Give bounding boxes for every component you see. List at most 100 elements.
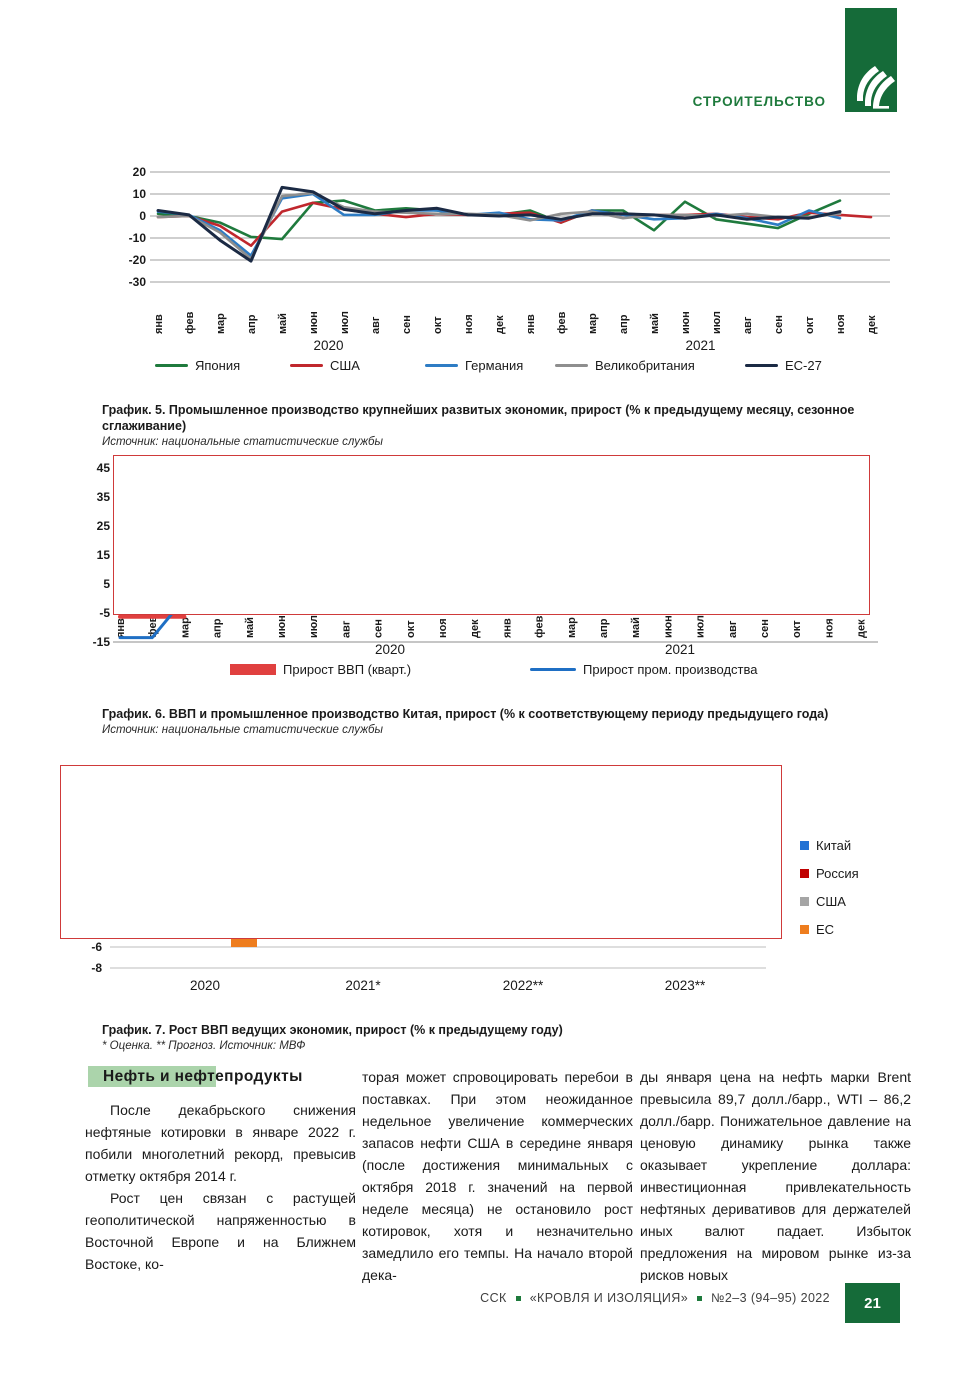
fig5-line-chart: 20 10 0 -10 -20 -30 янв фев мар апр май июн июл авг се… [100, 152, 910, 384]
page-number: 21 [864, 1294, 881, 1312]
series-line [156, 185, 842, 263]
fig6-legend: Прирост ВВП (кварт.) Прирост пром. произв… [100, 662, 910, 682]
paragraph: ды января цена на нефть марки Brent прев… [640, 1069, 911, 1283]
legend-label: Великобритания [595, 358, 695, 373]
category-label: 2022** [503, 978, 544, 993]
section-label: СТРОИТЕЛЬСТВО [692, 94, 826, 109]
fig6-redacted-placeholder [113, 455, 870, 615]
article-heading: Нефть и нефтепродукты [103, 1068, 303, 1085]
x-tick-label: фев [556, 311, 568, 334]
y-tick-label: 35 [97, 490, 111, 504]
y-tick-label: -6 [91, 940, 102, 954]
fig6-source: Источник: национальные статистические сл… [102, 724, 383, 736]
series-line [156, 199, 842, 241]
footer-separator-square-icon [515, 1295, 521, 1301]
x-tick-label: ноя [823, 618, 835, 638]
x-tick-label: сен [373, 619, 385, 638]
x-tick-label: апр [618, 314, 630, 334]
x-tick-label: июл [711, 311, 723, 334]
x-tick-label: ноя [463, 314, 475, 334]
paragraph: После декабрьского снижения нефтяные кот… [85, 1102, 356, 1184]
heading-highlight [88, 1066, 216, 1087]
x-tick-label: дек [866, 315, 878, 334]
legend-swatch-icon [425, 364, 458, 367]
x-tick-label: май [244, 617, 256, 638]
fig7-redacted-placeholder [60, 765, 782, 939]
x-tick-label: мар [566, 617, 578, 638]
legend-swatch-icon [800, 869, 809, 878]
legend-item: Великобритания [555, 358, 695, 373]
x-tick-label: апр [598, 618, 610, 638]
publisher-logo [845, 8, 897, 112]
y-tick-label: -5 [99, 606, 110, 620]
category-label: 2021* [345, 978, 381, 993]
year-label: 2021 [665, 642, 695, 657]
x-tick-label: окт [405, 620, 417, 638]
y-tick-label: 0 [139, 209, 146, 223]
x-tick-label: июн [308, 311, 320, 334]
fig6-line-chart: 45 35 25 15 5 -5 -15 янв фев мар апр май июн июл авг се… [93, 450, 910, 690]
y-tick-label: 15 [97, 548, 111, 562]
article-column-3: ды января цена на нефть марки Brent прев… [640, 1066, 911, 1286]
y-tick-label: -20 [129, 253, 147, 267]
x-tick-label: фев [184, 311, 196, 334]
legend-swatch-icon [745, 364, 778, 367]
x-tick-label: авг [340, 620, 352, 638]
x-tick-label: авг [742, 316, 754, 334]
x-tick-label: мар [587, 313, 599, 334]
x-tick-label: май [277, 313, 289, 334]
legend-swatch-icon [800, 897, 809, 906]
category-label: 2023** [665, 978, 706, 993]
category-label: 2020 [190, 978, 220, 993]
legend-label: ЕС-27 [785, 358, 822, 373]
x-tick-label: окт [791, 620, 803, 638]
x-tick-label: июн [662, 615, 674, 638]
fig5-legend: Япония США Германия Великобритания ЕС-27 [100, 358, 910, 378]
x-tick-label: июл [308, 615, 320, 638]
x-tick-label: июл [339, 311, 351, 334]
x-tick-label: сен [759, 619, 771, 638]
legend-swatch-icon [800, 841, 809, 850]
legend-label: США [330, 358, 360, 373]
legend-item: США [800, 894, 846, 909]
x-tick-label: дек [494, 315, 506, 334]
legend-label: ЕС [816, 922, 835, 937]
fig7-bar-chart: -6 -8 2020 2021* 2022** 2023** Китай Россия США… [50, 760, 930, 1000]
x-tick-label: авг [727, 620, 739, 638]
roofing-logo-icon [845, 8, 897, 112]
y-tick-label: 45 [97, 461, 111, 475]
year-label: 2020 [313, 338, 343, 353]
legend-label: Япония [195, 358, 241, 373]
article-column-2: торая может спровоцировать перебои в пос… [362, 1066, 633, 1286]
legend-item: Китай [800, 838, 851, 853]
legend-label: Прирост ВВП (кварт.) [283, 662, 412, 677]
fig6-plot: 45 35 25 15 5 -5 -15 янв фев мар апр май июн июл авг се… [93, 461, 878, 657]
fig5-source: Источник: национальные статистические сл… [102, 436, 383, 448]
year-label: 2021 [685, 338, 715, 353]
legend-item: Прирост пром. производства [530, 662, 757, 677]
series-line [156, 191, 842, 261]
x-tick-label: ноя [835, 314, 847, 334]
fig6-caption: График. 6. ВВП и промышленное производст… [102, 706, 912, 736]
x-tick-label: ноя [437, 618, 449, 638]
x-tick-label: май [649, 313, 661, 334]
x-tick-label: янв [153, 314, 165, 334]
x-tick-label: сен [773, 315, 785, 334]
x-tick-label: янв [501, 618, 513, 638]
x-tick-label: фев [534, 615, 546, 638]
legend-swatch-icon [555, 364, 588, 367]
x-tick-label: сен [401, 315, 413, 334]
page-number-badge: 21 [845, 1283, 900, 1323]
x-tick-label: дек [856, 619, 868, 638]
legend-item: Россия [800, 866, 859, 881]
x-tick-label: май [630, 617, 642, 638]
footer-issue: №2–3 (94–95) 2022 [711, 1291, 830, 1305]
y-tick-label: 20 [133, 165, 147, 179]
x-tick-label: апр [246, 314, 258, 334]
x-tick-label: июл [695, 615, 707, 638]
x-tick-label: окт [804, 316, 816, 334]
legend-swatch-icon [290, 364, 323, 367]
x-tick-label: апр [212, 618, 224, 638]
paragraph: Рост цен связан с растущей геополитическ… [85, 1190, 356, 1272]
